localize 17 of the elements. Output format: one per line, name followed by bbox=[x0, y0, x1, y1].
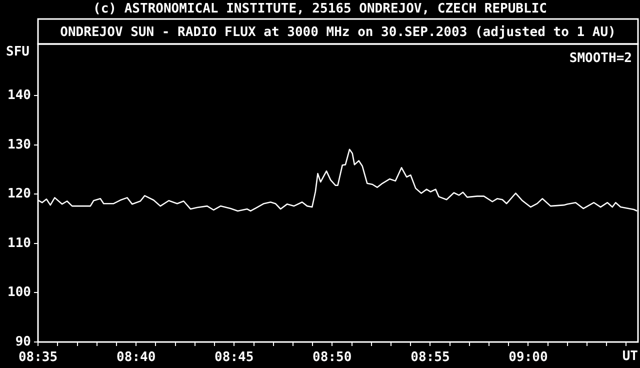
x-tick-label: 09:00 bbox=[508, 350, 548, 366]
text: (c) ASTRONOMICAL INSTITUTE, 25165 ONDREJOV, CZECH REPUBLIC bbox=[93, 1, 547, 16]
x-axis-title: UT bbox=[622, 348, 638, 364]
x-tick-label: 08:35 bbox=[18, 350, 58, 366]
y-axis-title: SFU bbox=[6, 44, 30, 60]
x-tick-label: 08:40 bbox=[116, 350, 156, 366]
x-tick-label: 08:55 bbox=[410, 350, 450, 366]
y-tick-label: 110 bbox=[8, 236, 32, 251]
x-tick-label: 08:45 bbox=[214, 350, 254, 366]
y-tick-label: 100 bbox=[8, 285, 32, 300]
chart-title: ONDREJOV SUN - RADIO FLUX at 3000 MHz on 30.SEP.2003 (adjusted to 1 AU) bbox=[60, 24, 616, 40]
y-tick-label: 90 bbox=[15, 334, 32, 350]
y-tick-label: 120 bbox=[8, 186, 32, 202]
x-tick-label: 08:50 bbox=[312, 350, 352, 366]
y-tick-label: 130 bbox=[8, 137, 32, 152]
y-tick-label: 140 bbox=[8, 88, 32, 104]
annotation: SMOOTH=2 bbox=[569, 50, 632, 66]
